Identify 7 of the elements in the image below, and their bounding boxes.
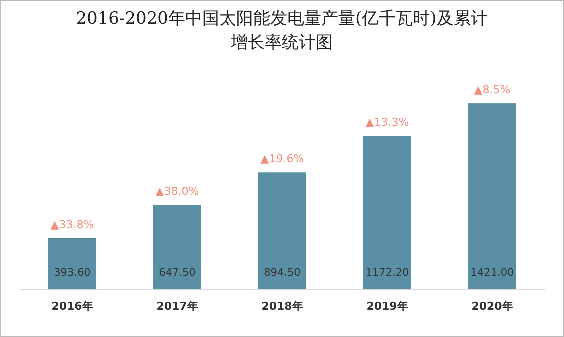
annotation: ▲33.8%: [50, 218, 94, 232]
title: 2016-2020年中国太阳能发电量产量(亿千瓦时)及累计: [76, 9, 488, 29]
annotation: ▲38.0%: [156, 185, 200, 198]
annotation: ▲8.5%: [474, 84, 511, 97]
annotation: ▲19.6%: [260, 152, 304, 166]
annotation: ▲13.3%: [366, 116, 410, 130]
title: 增长率统计图: [231, 33, 333, 53]
